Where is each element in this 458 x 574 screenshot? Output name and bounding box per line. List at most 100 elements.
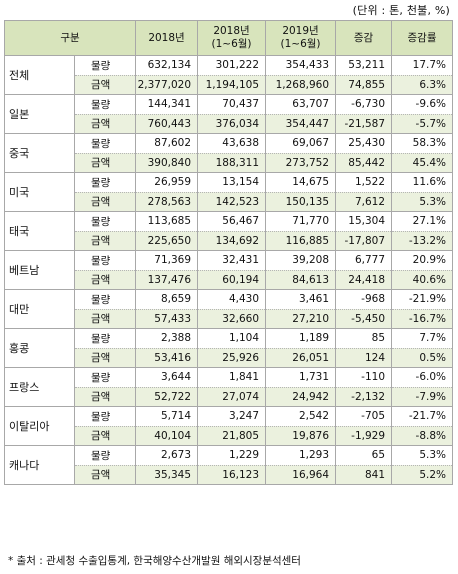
table-row: 금액 52,722 27,074 24,942 -2,132 -7.9% bbox=[5, 386, 454, 407]
quantity-diff-cell: 65 bbox=[335, 445, 393, 466]
table-row: 금액 137,476 60,194 84,613 24,418 40.6% bbox=[5, 269, 454, 290]
table-row: 중국 물량 87,602 43,638 69,067 25,430 58.3% bbox=[4, 133, 454, 173]
amount-diff-cell: 24,418 bbox=[335, 269, 393, 290]
country-cell: 일본 bbox=[4, 94, 75, 134]
amount-rate-cell: 5.2% bbox=[391, 464, 454, 485]
amount-2018-cell: 52,722 bbox=[135, 386, 199, 407]
table-body: 전체 물량 632,134 301,222 354,433 53,211 17.7% 금액 2,… bbox=[4, 55, 454, 485]
amount-2019-h1-cell: 19,876 bbox=[265, 425, 337, 446]
quantity-label: 물량 bbox=[73, 367, 137, 388]
amount-2018-cell: 137,476 bbox=[135, 269, 199, 290]
amount-2018-cell: 57,433 bbox=[135, 308, 199, 329]
quantity-2019-h1-cell: 63,707 bbox=[265, 94, 337, 115]
amount-rate-cell: -5.7% bbox=[391, 113, 454, 134]
amount-2018-h1-cell: 134,692 bbox=[197, 230, 267, 251]
quantity-diff-cell: 15,304 bbox=[335, 211, 393, 232]
amount-diff-cell: -1,929 bbox=[335, 425, 393, 446]
amount-2018-h1-cell: 1,194,105 bbox=[197, 74, 267, 95]
quantity-diff-cell: 53,211 bbox=[335, 55, 393, 76]
amount-rate-cell: 45.4% bbox=[391, 152, 454, 173]
quantity-rate-cell: 11.6% bbox=[391, 172, 454, 193]
table-row: 금액 278,563 142,523 150,135 7,612 5.3% bbox=[5, 191, 454, 212]
amount-2019-h1-cell: 273,752 bbox=[265, 152, 337, 173]
amount-label: 금액 bbox=[73, 152, 137, 173]
amount-label: 금액 bbox=[73, 347, 137, 368]
amount-2019-h1-cell: 24,942 bbox=[265, 386, 337, 407]
quantity-rate-cell: -21.9% bbox=[391, 289, 454, 310]
amount-label: 금액 bbox=[73, 308, 137, 329]
amount-diff-cell: 7,612 bbox=[335, 191, 393, 212]
header-2018-h1: 2018년 (1~6월) bbox=[197, 20, 267, 56]
header-rate: 증감률 bbox=[391, 20, 454, 56]
country-cell: 전체 bbox=[4, 55, 75, 95]
amount-diff-cell: -21,587 bbox=[335, 113, 393, 134]
quantity-2018-h1-cell: 4,430 bbox=[197, 289, 267, 310]
table-row: 전체 물량 632,134 301,222 354,433 53,211 17.7% bbox=[4, 55, 454, 95]
amount-2018-h1-cell: 188,311 bbox=[197, 152, 267, 173]
amount-label: 금액 bbox=[73, 269, 137, 290]
amount-rate-cell: 6.3% bbox=[391, 74, 454, 95]
amount-2019-h1-cell: 16,964 bbox=[265, 464, 337, 485]
quantity-2018-h1-cell: 70,437 bbox=[197, 94, 267, 115]
amount-label: 금액 bbox=[73, 113, 137, 134]
header-diff: 증감 bbox=[335, 20, 393, 56]
table-row: 미국 물량 26,959 13,154 14,675 1,522 11.6% bbox=[4, 172, 454, 212]
amount-2018-cell: 390,840 bbox=[135, 152, 199, 173]
quantity-2019-h1-cell: 1,731 bbox=[265, 367, 337, 388]
quantity-2018-cell: 8,659 bbox=[135, 289, 199, 310]
quantity-rate-cell: -21.7% bbox=[391, 406, 454, 427]
quantity-2019-h1-cell: 14,675 bbox=[265, 172, 337, 193]
amount-2018-h1-cell: 27,074 bbox=[197, 386, 267, 407]
amount-2018-cell: 278,563 bbox=[135, 191, 199, 212]
quantity-label: 물량 bbox=[73, 250, 137, 271]
table-row: 금액 57,433 32,660 27,210 -5,450 -16.7% bbox=[5, 308, 454, 329]
quantity-2018-h1-cell: 1,104 bbox=[197, 328, 267, 349]
table-row: 금액 225,650 134,692 116,885 -17,807 -13.2% bbox=[5, 230, 454, 251]
quantity-rate-cell: 20.9% bbox=[391, 250, 454, 271]
quantity-2018-h1-cell: 43,638 bbox=[197, 133, 267, 154]
export-statistics-table: 구분 2018년 2018년 (1~6월) 2019년 (1~6월) 증감 증감… bbox=[3, 20, 454, 485]
country-cell: 태국 bbox=[4, 211, 75, 251]
quantity-label: 물량 bbox=[73, 445, 137, 466]
quantity-2018-cell: 144,341 bbox=[135, 94, 199, 115]
table-row: 일본 물량 144,341 70,437 63,707 -6,730 -9.6% bbox=[4, 94, 454, 134]
quantity-rate-cell: 5.3% bbox=[391, 445, 454, 466]
amount-diff-cell: -5,450 bbox=[335, 308, 393, 329]
quantity-2018-cell: 2,388 bbox=[135, 328, 199, 349]
quantity-2019-h1-cell: 2,542 bbox=[265, 406, 337, 427]
quantity-2019-h1-cell: 1,189 bbox=[265, 328, 337, 349]
amount-label: 금액 bbox=[73, 230, 137, 251]
amount-diff-cell: 124 bbox=[335, 347, 393, 368]
quantity-2019-h1-cell: 69,067 bbox=[265, 133, 337, 154]
quantity-2018-h1-cell: 301,222 bbox=[197, 55, 267, 76]
header-2018-h1-line2: (1~6월) bbox=[211, 38, 252, 50]
quantity-2018-h1-cell: 1,229 bbox=[197, 445, 267, 466]
quantity-2018-h1-cell: 1,841 bbox=[197, 367, 267, 388]
country-cell: 캐나다 bbox=[4, 445, 75, 485]
quantity-diff-cell: 25,430 bbox=[335, 133, 393, 154]
quantity-2019-h1-cell: 1,293 bbox=[265, 445, 337, 466]
quantity-diff-cell: 6,777 bbox=[335, 250, 393, 271]
amount-label: 금액 bbox=[73, 464, 137, 485]
amount-label: 금액 bbox=[73, 191, 137, 212]
quantity-2018-cell: 632,134 bbox=[135, 55, 199, 76]
country-cell: 베트남 bbox=[4, 250, 75, 290]
header-2018: 2018년 bbox=[135, 20, 199, 56]
amount-2019-h1-cell: 84,613 bbox=[265, 269, 337, 290]
table-row: 태국 물량 113,685 56,467 71,770 15,304 27.1% bbox=[4, 211, 454, 251]
amount-label: 금액 bbox=[73, 386, 137, 407]
table-row: 베트남 물량 71,369 32,431 39,208 6,777 20.9% bbox=[4, 250, 454, 290]
amount-diff-cell: -17,807 bbox=[335, 230, 393, 251]
amount-rate-cell: -16.7% bbox=[391, 308, 454, 329]
source-footnote: * 출처 : 관세청 수출입통계, 한국해양수산개발원 해외시장분석센터 bbox=[8, 555, 301, 567]
country-cell: 프랑스 bbox=[4, 367, 75, 407]
amount-rate-cell: -7.9% bbox=[391, 386, 454, 407]
quantity-label: 물량 bbox=[73, 211, 137, 232]
amount-2019-h1-cell: 354,447 bbox=[265, 113, 337, 134]
amount-2018-cell: 225,650 bbox=[135, 230, 199, 251]
quantity-2019-h1-cell: 71,770 bbox=[265, 211, 337, 232]
amount-rate-cell: 5.3% bbox=[391, 191, 454, 212]
quantity-2018-cell: 87,602 bbox=[135, 133, 199, 154]
quantity-2018-cell: 113,685 bbox=[135, 211, 199, 232]
amount-rate-cell: 40.6% bbox=[391, 269, 454, 290]
